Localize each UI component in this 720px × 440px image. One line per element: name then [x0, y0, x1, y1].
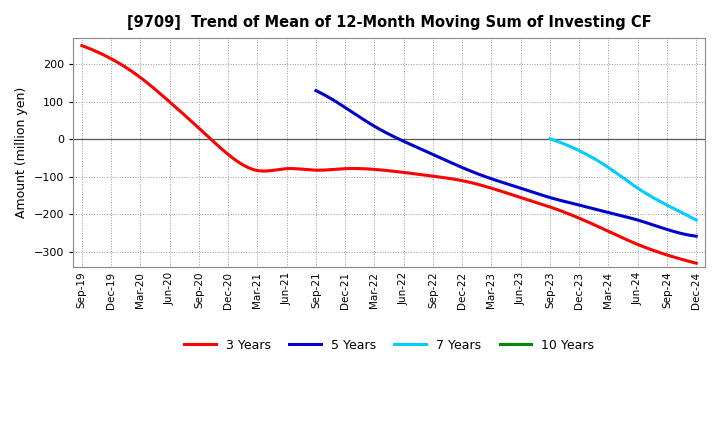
Y-axis label: Amount (million yen): Amount (million yen)	[15, 87, 28, 218]
Title: [9709]  Trend of Mean of 12-Month Moving Sum of Investing CF: [9709] Trend of Mean of 12-Month Moving …	[127, 15, 652, 30]
Legend: 3 Years, 5 Years, 7 Years, 10 Years: 3 Years, 5 Years, 7 Years, 10 Years	[179, 334, 599, 357]
